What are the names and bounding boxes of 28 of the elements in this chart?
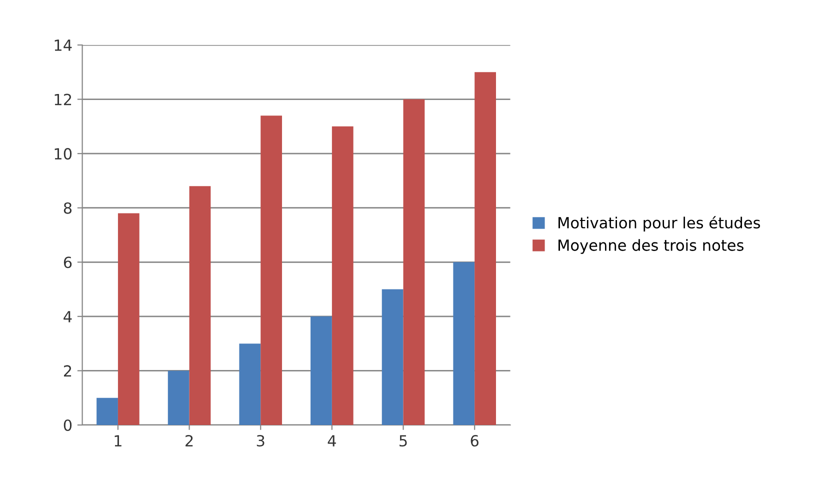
bar xyxy=(310,316,332,425)
bar xyxy=(382,289,404,425)
bar xyxy=(260,116,282,425)
bar xyxy=(474,72,496,425)
legend-label: Motivation pour les études xyxy=(558,216,760,232)
y-tick-label: 2 xyxy=(64,365,72,377)
bar xyxy=(403,99,425,425)
bar xyxy=(118,213,140,425)
y-tick-label: 12 xyxy=(54,94,72,106)
bar xyxy=(96,398,118,425)
x-tick-label: 6 xyxy=(470,434,478,447)
x-tick-label: 5 xyxy=(400,435,407,447)
y-tick-label: 4 xyxy=(64,311,72,322)
y-tick-label: 6 xyxy=(64,256,72,268)
bar xyxy=(332,126,354,425)
bar xyxy=(168,370,190,425)
x-tick-label: 2 xyxy=(186,434,193,446)
y-tick-label: 14 xyxy=(54,40,72,51)
y-tick-label: 8 xyxy=(64,202,72,214)
bar xyxy=(189,186,211,425)
y-tick-label: 0 xyxy=(64,419,72,432)
x-tick-label: 1 xyxy=(114,435,122,446)
legend-label: Moyenne des trois notes xyxy=(558,239,744,254)
x-tick-label: 3 xyxy=(256,434,264,447)
y-tick-label: 10 xyxy=(54,148,72,160)
bar xyxy=(239,344,261,425)
bar xyxy=(453,262,475,425)
x-tick-label: 4 xyxy=(328,435,336,446)
